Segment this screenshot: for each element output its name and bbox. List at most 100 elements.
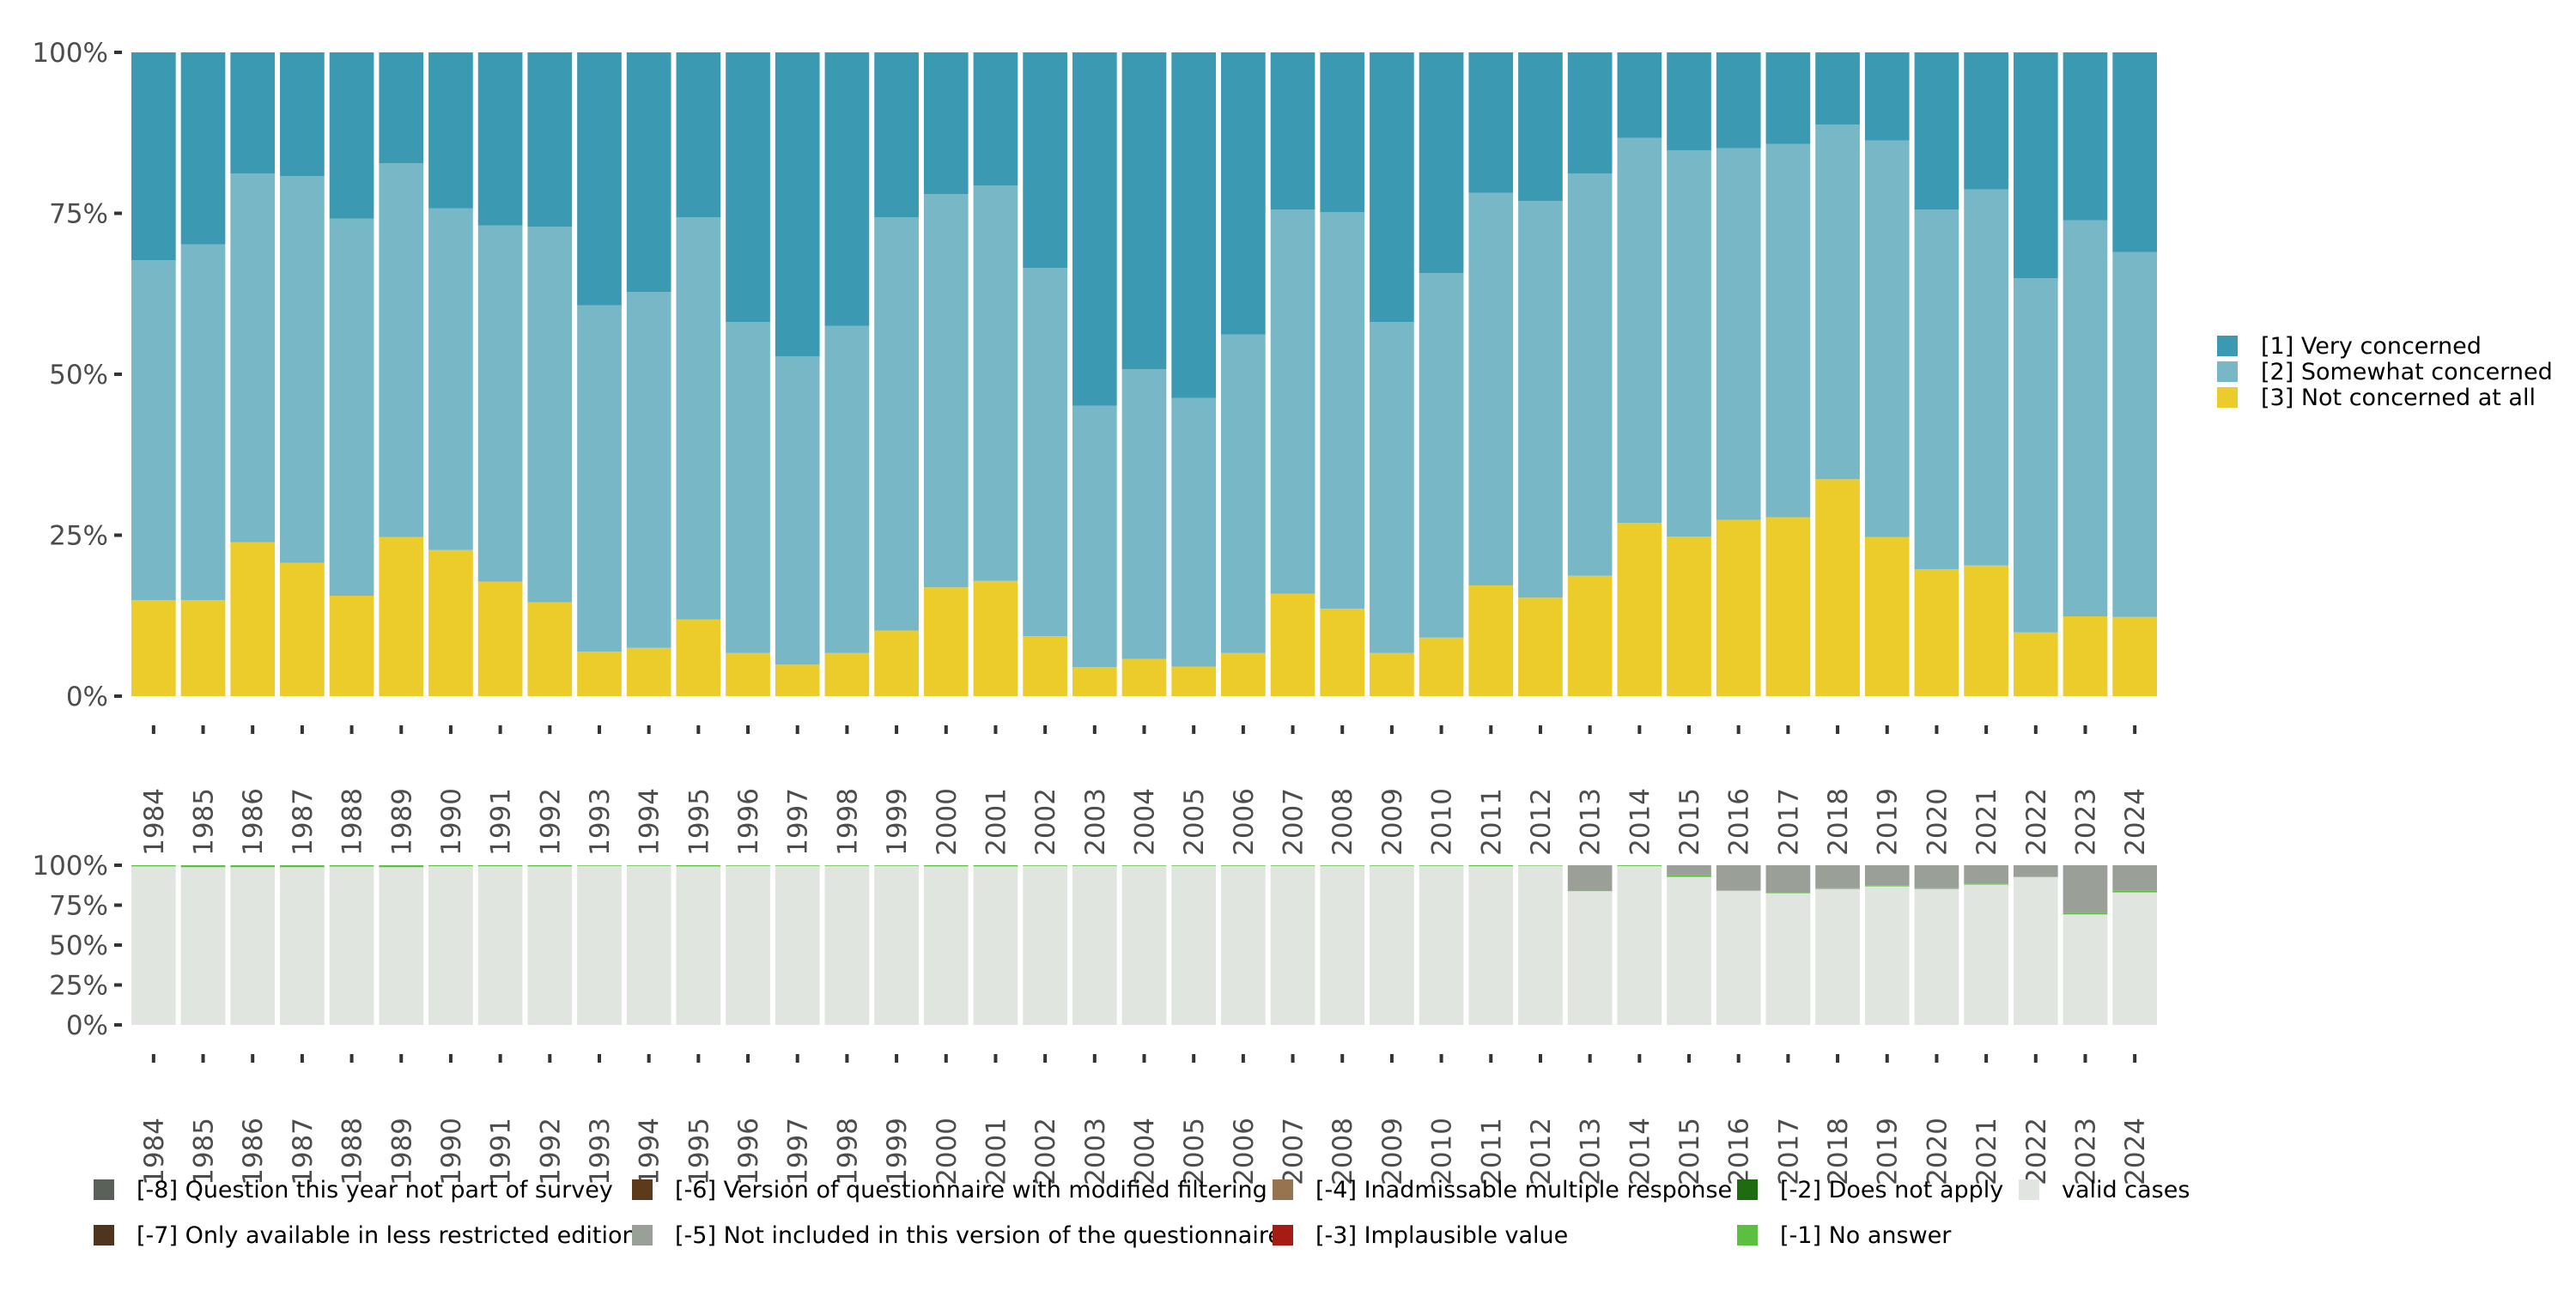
bar-segment-1-no-answer (1914, 888, 1959, 889)
bar-segment-2-somewhat-concerned (1072, 405, 1117, 668)
bar-segment-1-very-concerned (1964, 52, 2008, 190)
x-tick-label: 1995 (683, 1118, 714, 1185)
bar-segment-1-very-concerned (230, 52, 276, 173)
bar-segment-1-no-answer (1716, 890, 1761, 891)
bar-segment-valid-cases (824, 865, 870, 1025)
bar-segment-valid-cases (923, 866, 969, 1025)
x-tick-label: 1999 (882, 1118, 913, 1185)
bar-segment-3-not-concerned-at-all (1171, 666, 1217, 696)
bar-segment-1-no-answer (1468, 865, 1514, 867)
x-tick-label: 1991 (486, 788, 517, 856)
bar-segment-1-very-concerned (1419, 52, 1464, 274)
legend-label: [-1] No answer (1780, 1222, 1952, 1249)
bar-segment-valid-cases (676, 866, 721, 1025)
x-tick-label: 1985 (189, 1118, 220, 1185)
bar-segment-valid-cases (726, 865, 770, 1025)
bar-segment-2-somewhat-concerned (1270, 209, 1315, 594)
bar-segment-1-no-answer (775, 865, 820, 866)
bar-segment-valid-cases (180, 867, 226, 1025)
bar-segment-valid-cases (1072, 865, 1117, 1025)
bar-segment-1-no-answer (1815, 888, 1860, 889)
x-tick-label: 2002 (1030, 1118, 1061, 1185)
x-tick-label: 1992 (535, 1118, 566, 1185)
bar-segment-1-very-concerned (775, 52, 820, 356)
bar-segment-valid-cases (230, 867, 276, 1025)
bar-segment-5-not-included-in-this-version-of-the-questionnaire (1567, 865, 1613, 891)
bar-segment-3-not-concerned-at-all (1023, 636, 1067, 696)
bar-segment-1-very-concerned (1667, 52, 1711, 150)
bar-segment-3-not-concerned-at-all (230, 542, 276, 696)
x-tick-label: 1989 (386, 788, 417, 856)
bar-segment-1-very-concerned (1567, 52, 1613, 173)
bar-segment-3-not-concerned-at-all (1815, 479, 1860, 696)
legend-label: [-4] Inadmissable multiple response (1315, 1177, 1732, 1203)
bar-segment-2-somewhat-concerned (1121, 369, 1167, 659)
bar-segment-valid-cases (1419, 865, 1464, 1025)
x-tick-label: 2017 (1773, 788, 1804, 856)
bar-segment-1-very-concerned (874, 52, 919, 217)
x-tick-label: 1988 (337, 1118, 368, 1185)
x-tick-label: 2021 (1971, 788, 2002, 856)
bar-segment-5-not-included-in-this-version-of-the-questionnaire (1815, 865, 1860, 888)
bar-segment-2-somewhat-concerned (1023, 268, 1067, 637)
bar-segment-3-not-concerned-at-all (824, 652, 870, 696)
bar-segment-1-no-answer (329, 865, 374, 867)
bar-segment-1-very-concerned (1072, 52, 1117, 406)
legend-label: [-7] Only available in less restricted e… (137, 1222, 637, 1249)
bar-segment-3-not-concerned-at-all (1468, 585, 1514, 696)
x-tick-label: 2009 (1377, 788, 1408, 856)
x-tick-label: 2021 (1971, 1118, 2002, 1185)
bar-segment-1-no-answer (527, 865, 573, 867)
bar-segment-2-somewhat-concerned (1964, 189, 2008, 566)
y-tick-label: 100% (32, 851, 108, 882)
bar-segment-valid-cases (1617, 865, 1662, 1025)
legend-swatch (632, 1225, 653, 1246)
bar-segment-1-no-answer (1765, 892, 1811, 894)
bar-segment-valid-cases (379, 867, 424, 1025)
x-tick-label: 2023 (2070, 1118, 2101, 1185)
bar-segment-1-very-concerned (1468, 52, 1514, 193)
bar-segment-2-somewhat-concerned (923, 194, 969, 588)
x-tick-label: 2010 (1427, 788, 1458, 856)
bar-segment-5-not-included-in-this-version-of-the-questionnaire (2112, 865, 2157, 891)
bar-segment-1-very-concerned (1617, 52, 1662, 138)
y-tick-label: 25% (49, 971, 108, 1002)
legend-label: [-3] Implausible value (1315, 1222, 1568, 1249)
bottom-missing-values-chart: 0% 25% 50% 75% 100% 1984 1985 1986 1987 1988 1989 1… (32, 851, 2157, 1185)
bar-segment-valid-cases (775, 865, 820, 1025)
bar-segment-1-no-answer (577, 865, 622, 866)
bar-segment-1-very-concerned (923, 52, 969, 194)
x-tick-label: 2024 (2120, 1118, 2151, 1185)
x-tick-label: 1997 (783, 788, 814, 856)
x-tick-label: 2014 (1625, 788, 1656, 856)
x-tick-label: 1986 (238, 788, 269, 856)
x-tick-label: 2008 (1327, 788, 1358, 856)
bar-segment-1-no-answer (1617, 865, 1662, 866)
x-tick-label: 1994 (635, 788, 665, 856)
legend-swatch (94, 1225, 114, 1246)
bar-segment-1-very-concerned (131, 52, 176, 261)
x-tick-label: 2019 (1873, 788, 1904, 856)
bar-segment-1-no-answer (1419, 865, 1464, 866)
legend-swatch (2217, 387, 2238, 408)
bar-segment-1-no-answer (1221, 865, 1266, 866)
y-tick-label: 0% (66, 1010, 108, 1041)
x-tick-label: 1985 (189, 788, 220, 856)
x-tick-label: 1993 (585, 788, 616, 856)
bar-segment-1-no-answer (726, 865, 770, 866)
bar-segment-2-somewhat-concerned (1419, 273, 1464, 638)
bar-segment-2-somewhat-concerned (1370, 322, 1414, 653)
bar-segment-1-no-answer (131, 865, 176, 867)
bar-segment-1-very-concerned (1518, 52, 1563, 202)
bar-segment-1-no-answer (1518, 865, 1563, 866)
bar-segment-1-very-concerned (1716, 52, 1761, 148)
bar-segment-2-somewhat-concerned (775, 356, 820, 665)
x-tick-label: 2002 (1030, 788, 1061, 856)
x-tick-label: 2016 (1724, 788, 1755, 856)
bar-segment-1-no-answer (428, 865, 473, 867)
bar-segment-3-not-concerned-at-all (1370, 652, 1414, 696)
bar-segment-3-not-concerned-at-all (329, 596, 374, 696)
x-tick-label: 2011 (1476, 788, 1507, 856)
x-tick-label: 1991 (486, 1118, 517, 1185)
